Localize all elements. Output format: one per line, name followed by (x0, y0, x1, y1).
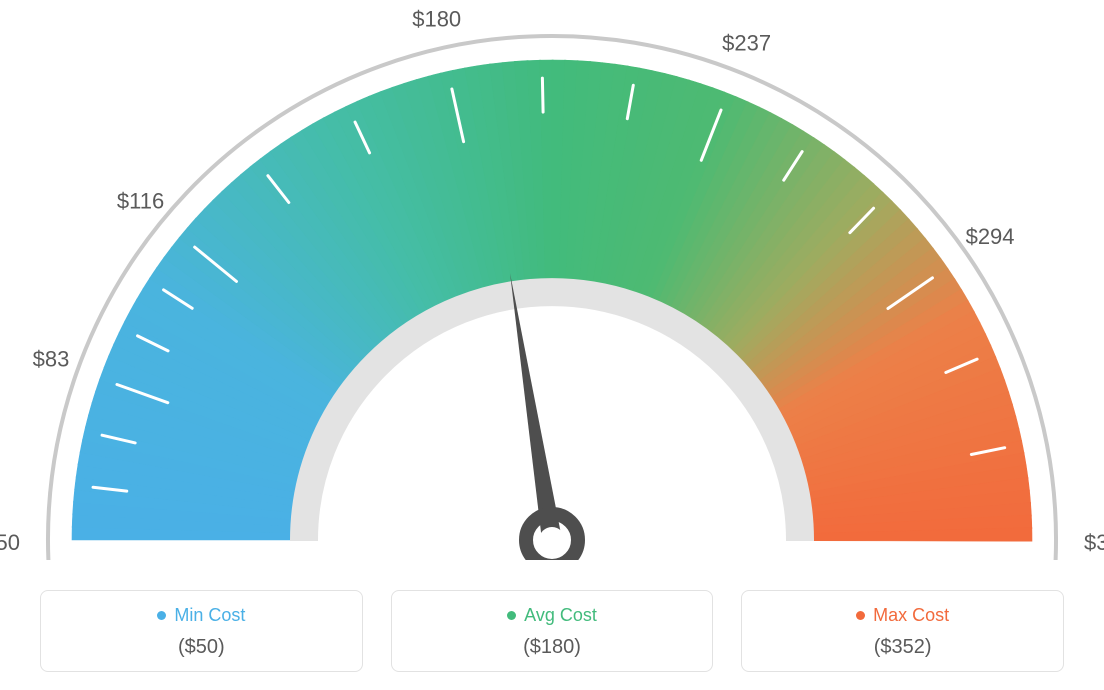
legend-title-avg: Avg Cost (507, 605, 597, 626)
legend-value-avg: ($180) (402, 636, 703, 659)
legend-card-avg: Avg Cost ($180) (391, 590, 714, 672)
legend-title-min: Min Cost (157, 605, 245, 626)
legend-title-max: Max Cost (856, 605, 949, 626)
cost-gauge-container: $50 $83 $116 $180 $237 $294 $352 Min Cost ($50… (0, 0, 1104, 690)
gauge-tick-label: $294 (966, 224, 1015, 249)
gauge-svg: $50 $83 $116 $180 $237 $294 $352 (0, 0, 1104, 560)
legend-row: Min Cost ($50) Avg Cost ($180) Max Cost … (40, 590, 1064, 672)
legend-value-max: ($352) (752, 636, 1053, 659)
gauge-tick-label: $83 (33, 347, 70, 372)
gauge-tick-label: $352 (1084, 530, 1104, 555)
legend-card-min: Min Cost ($50) (40, 590, 363, 672)
gauge-tick-label: $180 (412, 6, 461, 31)
gauge-tick-label: $50 (0, 530, 20, 555)
legend-title-min-text: Min Cost (174, 605, 245, 626)
legend-dot-max (856, 611, 865, 620)
legend-value-min: ($50) (51, 636, 352, 659)
legend-dot-min (157, 611, 166, 620)
gauge-tick-label: $116 (117, 189, 164, 214)
gauge-chart: $50 $83 $116 $180 $237 $294 $352 (0, 0, 1104, 560)
legend-title-max-text: Max Cost (873, 605, 949, 626)
gauge-tick-label: $237 (722, 31, 771, 56)
legend-dot-avg (507, 611, 516, 620)
legend-card-max: Max Cost ($352) (741, 590, 1064, 672)
legend-title-avg-text: Avg Cost (524, 605, 597, 626)
